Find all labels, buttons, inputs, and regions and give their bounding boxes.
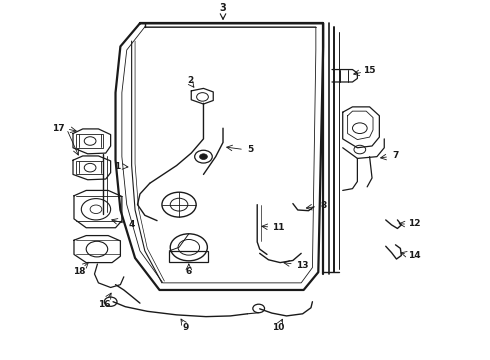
Text: 10: 10 <box>272 323 284 332</box>
Text: 4: 4 <box>128 220 135 229</box>
Text: 11: 11 <box>272 222 285 231</box>
Text: 1: 1 <box>114 162 120 171</box>
Text: 3: 3 <box>220 3 226 13</box>
Text: 7: 7 <box>392 152 399 161</box>
Bar <box>169 251 208 261</box>
Circle shape <box>199 154 207 159</box>
Text: 5: 5 <box>248 145 254 154</box>
Text: 6: 6 <box>186 267 192 276</box>
Text: 13: 13 <box>296 261 309 270</box>
Text: 8: 8 <box>320 201 326 210</box>
Bar <box>76 134 103 148</box>
Text: 9: 9 <box>182 323 189 332</box>
Text: 16: 16 <box>98 300 111 309</box>
Text: 14: 14 <box>408 251 421 260</box>
Text: 12: 12 <box>408 219 421 228</box>
Bar <box>76 161 103 175</box>
Text: 18: 18 <box>73 267 85 276</box>
Text: 17: 17 <box>52 124 65 133</box>
Text: 2: 2 <box>187 76 194 85</box>
Text: 15: 15 <box>364 66 376 75</box>
